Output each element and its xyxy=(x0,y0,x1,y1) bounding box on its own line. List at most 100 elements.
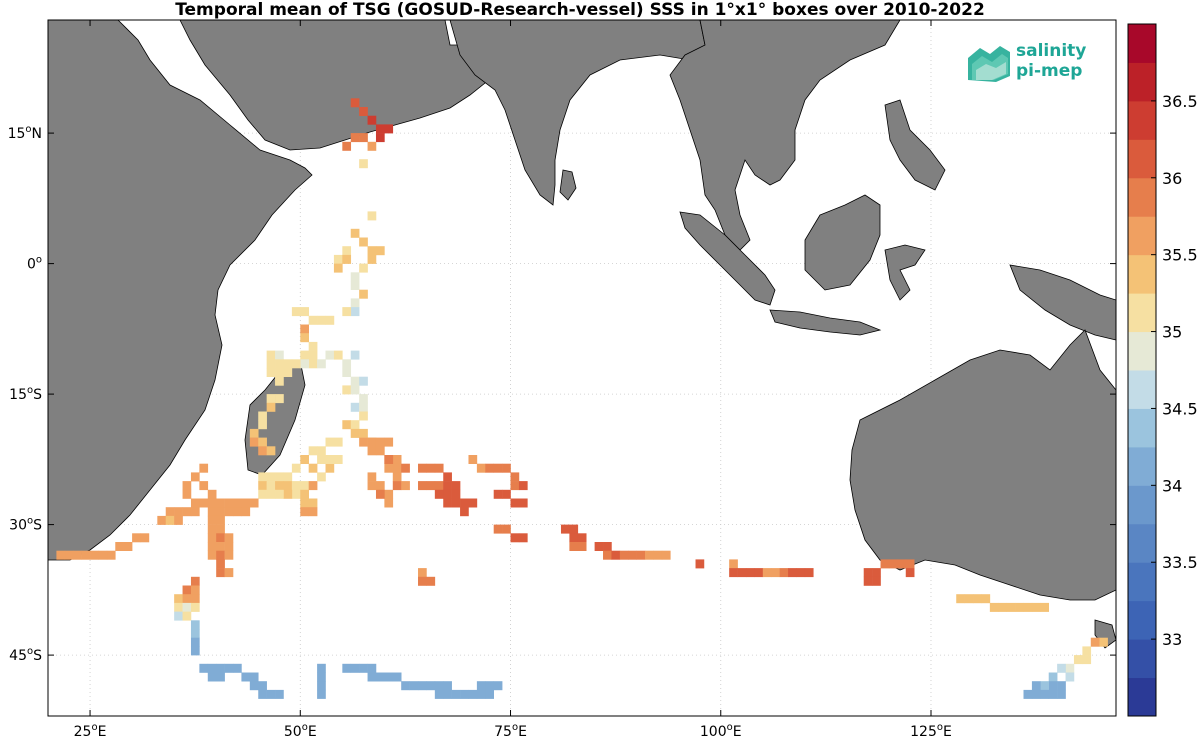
sss-cell xyxy=(190,629,200,638)
sss-cell xyxy=(905,559,915,569)
sss-cell xyxy=(182,507,192,517)
colorbar-swatch xyxy=(1128,254,1156,294)
sss-cell xyxy=(451,689,461,699)
sss-cell xyxy=(224,568,234,578)
lat-tick-label: 15oN xyxy=(8,124,42,142)
sss-cell xyxy=(796,568,806,578)
sss-cell xyxy=(275,350,284,360)
sss-cell xyxy=(418,576,427,586)
sss-cell xyxy=(779,568,789,578)
sss-cell xyxy=(216,515,225,525)
sss-cell xyxy=(1073,655,1083,665)
sss-cell xyxy=(350,307,360,317)
sss-cell xyxy=(300,481,309,491)
sss-cell xyxy=(451,498,461,508)
sss-cell xyxy=(283,368,293,377)
sss-cell xyxy=(233,663,242,673)
sss-cell xyxy=(443,498,452,508)
sss-cell xyxy=(493,489,503,499)
sss-cell xyxy=(258,446,267,456)
sss-cell xyxy=(308,507,318,517)
sss-cell xyxy=(451,489,461,499)
sss-cell xyxy=(165,507,175,517)
sss-cell xyxy=(367,672,377,682)
sss-cell xyxy=(207,524,217,534)
sss-cell xyxy=(359,159,368,169)
sss-cell xyxy=(695,559,705,569)
sss-cells xyxy=(56,98,1108,699)
sss-cell xyxy=(258,481,267,491)
sss-cell xyxy=(653,550,663,560)
sss-cell xyxy=(460,498,469,508)
sss-cell xyxy=(493,681,503,691)
lat-tick-label: 15oS xyxy=(9,385,42,403)
sss-cell xyxy=(64,550,74,560)
sss-cell xyxy=(737,568,747,578)
land-australia xyxy=(849,329,1117,601)
land-borneo xyxy=(804,194,881,291)
salinity-pi-mep-logo: salinity pi-mep xyxy=(966,40,1106,86)
sss-cell xyxy=(224,542,234,551)
sss-cell xyxy=(1023,689,1033,699)
sss-cell xyxy=(392,672,402,682)
sss-cell xyxy=(1057,663,1066,673)
sss-cell xyxy=(367,211,377,221)
colorbar-swatch xyxy=(1128,293,1156,333)
sss-cell xyxy=(418,681,427,691)
colorbar-swatch xyxy=(1128,446,1156,486)
sss-cell xyxy=(190,637,200,647)
sss-cell xyxy=(1057,689,1066,699)
sss-cell xyxy=(426,576,436,586)
sss-cell xyxy=(249,428,259,438)
sss-cell xyxy=(249,672,259,682)
sss-cell xyxy=(300,489,309,499)
sss-cell xyxy=(493,463,503,473)
sss-cell xyxy=(418,463,427,473)
colorbar-tick-label: 35.5 xyxy=(1162,246,1198,265)
sss-cell xyxy=(258,411,267,421)
sss-cell xyxy=(157,515,167,525)
sss-cell xyxy=(1099,637,1108,647)
sss-cell xyxy=(275,376,284,386)
sss-cell xyxy=(249,498,259,508)
sss-cell xyxy=(275,394,284,404)
sss-cell xyxy=(258,472,267,482)
sss-cell xyxy=(350,350,360,360)
sss-cell xyxy=(207,498,217,508)
sss-cell xyxy=(174,611,183,621)
sss-cell xyxy=(1065,663,1075,673)
sss-cell xyxy=(342,359,352,369)
sss-cell xyxy=(485,681,495,691)
sss-cell xyxy=(275,689,284,699)
sss-cell xyxy=(342,663,352,673)
sss-cell xyxy=(325,455,335,464)
colorbar-swatch xyxy=(1128,562,1156,602)
sss-cell xyxy=(182,594,192,604)
sss-cell xyxy=(1048,672,1058,682)
sss-cell xyxy=(1048,689,1058,699)
sss-cell xyxy=(619,550,629,560)
sss-cell xyxy=(661,550,671,560)
sss-cell xyxy=(266,359,276,369)
sss-cell xyxy=(224,663,234,673)
sss-cell xyxy=(1023,602,1033,612)
sss-cell xyxy=(350,133,360,143)
colorbar-swatch xyxy=(1128,177,1156,217)
colorbar-tick-label: 36.5 xyxy=(1162,92,1198,111)
sss-cell xyxy=(1057,681,1066,691)
sss-cell xyxy=(384,498,394,508)
sss-cell xyxy=(443,689,452,699)
colorbar-tick-label: 35 xyxy=(1162,323,1182,342)
sss-cell xyxy=(603,542,612,551)
sss-cell xyxy=(300,498,309,508)
sss-cell xyxy=(216,663,225,673)
sss-cell xyxy=(207,550,217,560)
land-masses xyxy=(47,19,1117,649)
sss-cell xyxy=(359,663,368,673)
logo-text-salinity: salinity xyxy=(1016,41,1087,61)
sss-cell xyxy=(106,550,116,560)
sss-cell xyxy=(645,550,654,560)
sss-cell xyxy=(375,133,385,143)
sss-cell xyxy=(275,481,284,491)
